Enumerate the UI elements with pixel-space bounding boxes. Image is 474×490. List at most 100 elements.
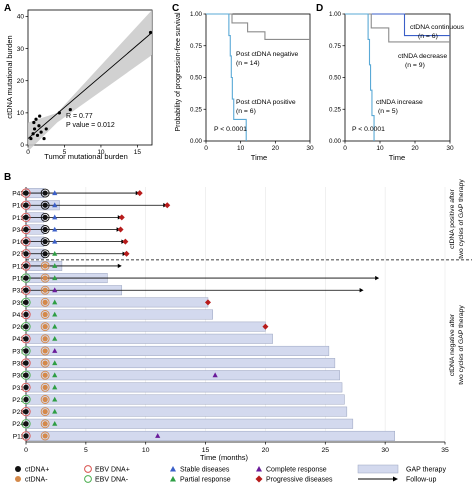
a-xtick-label: 0 <box>26 149 30 156</box>
legend-ctdna-neg-label: ctDNA- <box>25 477 48 484</box>
b-ebv-marker-after <box>40 382 50 392</box>
b-ctdna-marker-baseline <box>23 214 29 221</box>
b-ctdna-marker-baseline <box>23 433 29 439</box>
a-point <box>57 111 61 115</box>
swimmer-panel-b: 0 5 10 15 20 25 30 35 P43 P16 P13 P34 P10 P27 P12 P15 P3… <box>12 179 472 462</box>
a-xtick-label: 10 <box>97 149 105 156</box>
a-ytick-label: 30 <box>17 46 25 53</box>
b-ctdna-marker-baseline <box>23 311 29 318</box>
d-legend-2-line2: (n = 9) <box>405 62 425 69</box>
a-confidence-band <box>28 10 152 152</box>
km-xtick-label: 20 <box>411 145 419 152</box>
d-legend-2-line1: ctNDA decrease <box>398 53 447 60</box>
b-patient-label: P26 <box>12 324 24 331</box>
a-point <box>39 130 43 134</box>
b-ebv-marker-after <box>40 310 50 319</box>
km-ytick-label: 0.75 <box>329 43 342 50</box>
b-ebv-marker-after <box>40 261 50 271</box>
b-xtick-label: 10 <box>142 447 150 454</box>
b-ctdna-marker-baseline <box>23 336 29 342</box>
b-ctdna-marker-after <box>42 311 48 318</box>
a-point <box>34 117 38 121</box>
b-partial-response-marker <box>52 275 58 281</box>
b-ebv-marker <box>21 382 31 393</box>
b-gap-bar <box>25 418 354 429</box>
d-legend-1-line1: ctDNA continuous <box>410 24 465 31</box>
c-legend-1-line2: (n = 14) <box>236 60 260 67</box>
b-xtick-label: 5 <box>84 447 88 454</box>
a-annotation-p: P value = 0.012 <box>66 122 115 129</box>
b-followup-arrow <box>359 288 364 293</box>
b-xtick-label: 15 <box>202 447 210 454</box>
km-plot-frame <box>205 13 311 142</box>
b-ctdna-marker-baseline <box>23 263 29 269</box>
legend-ebv-neg-icon <box>84 475 92 483</box>
b-group-2-line1: ctDNA negative after <box>449 313 456 376</box>
b-partial-response-marker <box>52 408 58 414</box>
a-point <box>29 136 33 141</box>
c-legend-1-line1: Post ctDNA negative <box>236 51 299 58</box>
b-gap-bar <box>25 394 345 405</box>
b-ebv-marker <box>21 431 31 441</box>
b-patient-label: P10 <box>12 239 24 246</box>
b-gap-bar <box>25 345 330 356</box>
c-legend-2-line1: Post ctDNA positive <box>236 99 296 106</box>
b-ctdna-marker-after <box>42 299 48 305</box>
b-ebv-marker-after <box>40 249 50 259</box>
b-ebv-marker <box>21 236 31 247</box>
b-ebv-marker-after <box>40 334 50 344</box>
legend-progressive-label: Progressive diseases <box>266 477 333 484</box>
b-patient-label: P27 <box>12 251 24 258</box>
b-ctdna-marker-after <box>42 433 48 439</box>
b-ebv-marker-after <box>40 200 50 210</box>
b-progression-marker <box>123 250 130 257</box>
b-patient-label: P42 <box>12 336 24 343</box>
panel-label-d: D <box>316 3 323 14</box>
b-stable-disease-marker <box>52 202 58 208</box>
km-ytick-label: 0.25 <box>329 106 342 113</box>
a-point <box>148 30 153 35</box>
b-progression-marker <box>117 226 124 233</box>
b-ctdna-marker-baseline <box>23 323 29 330</box>
b-progression-marker <box>122 238 129 245</box>
b-ctdna-marker-baseline <box>23 396 29 403</box>
b-group-1-line2: two cycles of GAP therapy <box>458 179 465 259</box>
km-series-line <box>345 13 375 141</box>
a-ytick-label: 40 <box>17 14 25 21</box>
c-xlabel: Time <box>251 153 267 162</box>
b-ctdna-marker-baseline <box>23 190 29 196</box>
b-progression-marker <box>164 202 171 209</box>
b-partial-response-marker <box>52 396 58 402</box>
b-patient-label: P38 <box>12 360 24 367</box>
b-patient-label: P15 <box>12 275 24 282</box>
c-ylabel: Probability of progression-free survival <box>175 12 182 131</box>
km-ytick-label: 0.25 <box>190 106 203 113</box>
a-ylabel: ctDNA mutational burden <box>5 35 14 118</box>
b-ctdna-marker-after <box>42 190 48 196</box>
b-ebv-marker-after <box>40 225 50 234</box>
b-patient-label: P39 <box>12 300 24 307</box>
km-ytick-label: 0.50 <box>190 75 203 82</box>
km-series-line <box>206 13 310 40</box>
b-stable-disease-marker <box>52 190 58 196</box>
b-xtick-label: 0 <box>24 447 28 454</box>
a-point <box>32 127 37 131</box>
b-partial-response-marker <box>52 299 58 305</box>
legend-gap-label: GAP therapy <box>406 467 446 474</box>
b-ebv-marker-after <box>40 212 50 222</box>
legend-ctdna-pos-icon <box>15 466 21 472</box>
b-ebv-marker <box>21 358 31 368</box>
b-gap-bar <box>25 406 348 417</box>
b-ctdna-marker-baseline <box>23 202 29 208</box>
b-group-2-line2: two cycles of GAP therapy <box>458 305 465 385</box>
b-ebv-marker-after <box>40 358 50 368</box>
a-xtick-label: 15 <box>134 149 142 156</box>
km-ytick-label: 1.00 <box>329 11 342 18</box>
b-patient-label: P12 <box>12 263 24 270</box>
km-xtick-label: 10 <box>376 145 384 152</box>
b-followup-arrow <box>117 263 122 269</box>
km-ytick-label: 0.00 <box>329 138 342 145</box>
a-point <box>38 114 42 118</box>
b-ctdna-marker-baseline <box>23 238 29 245</box>
a-point <box>42 136 46 141</box>
